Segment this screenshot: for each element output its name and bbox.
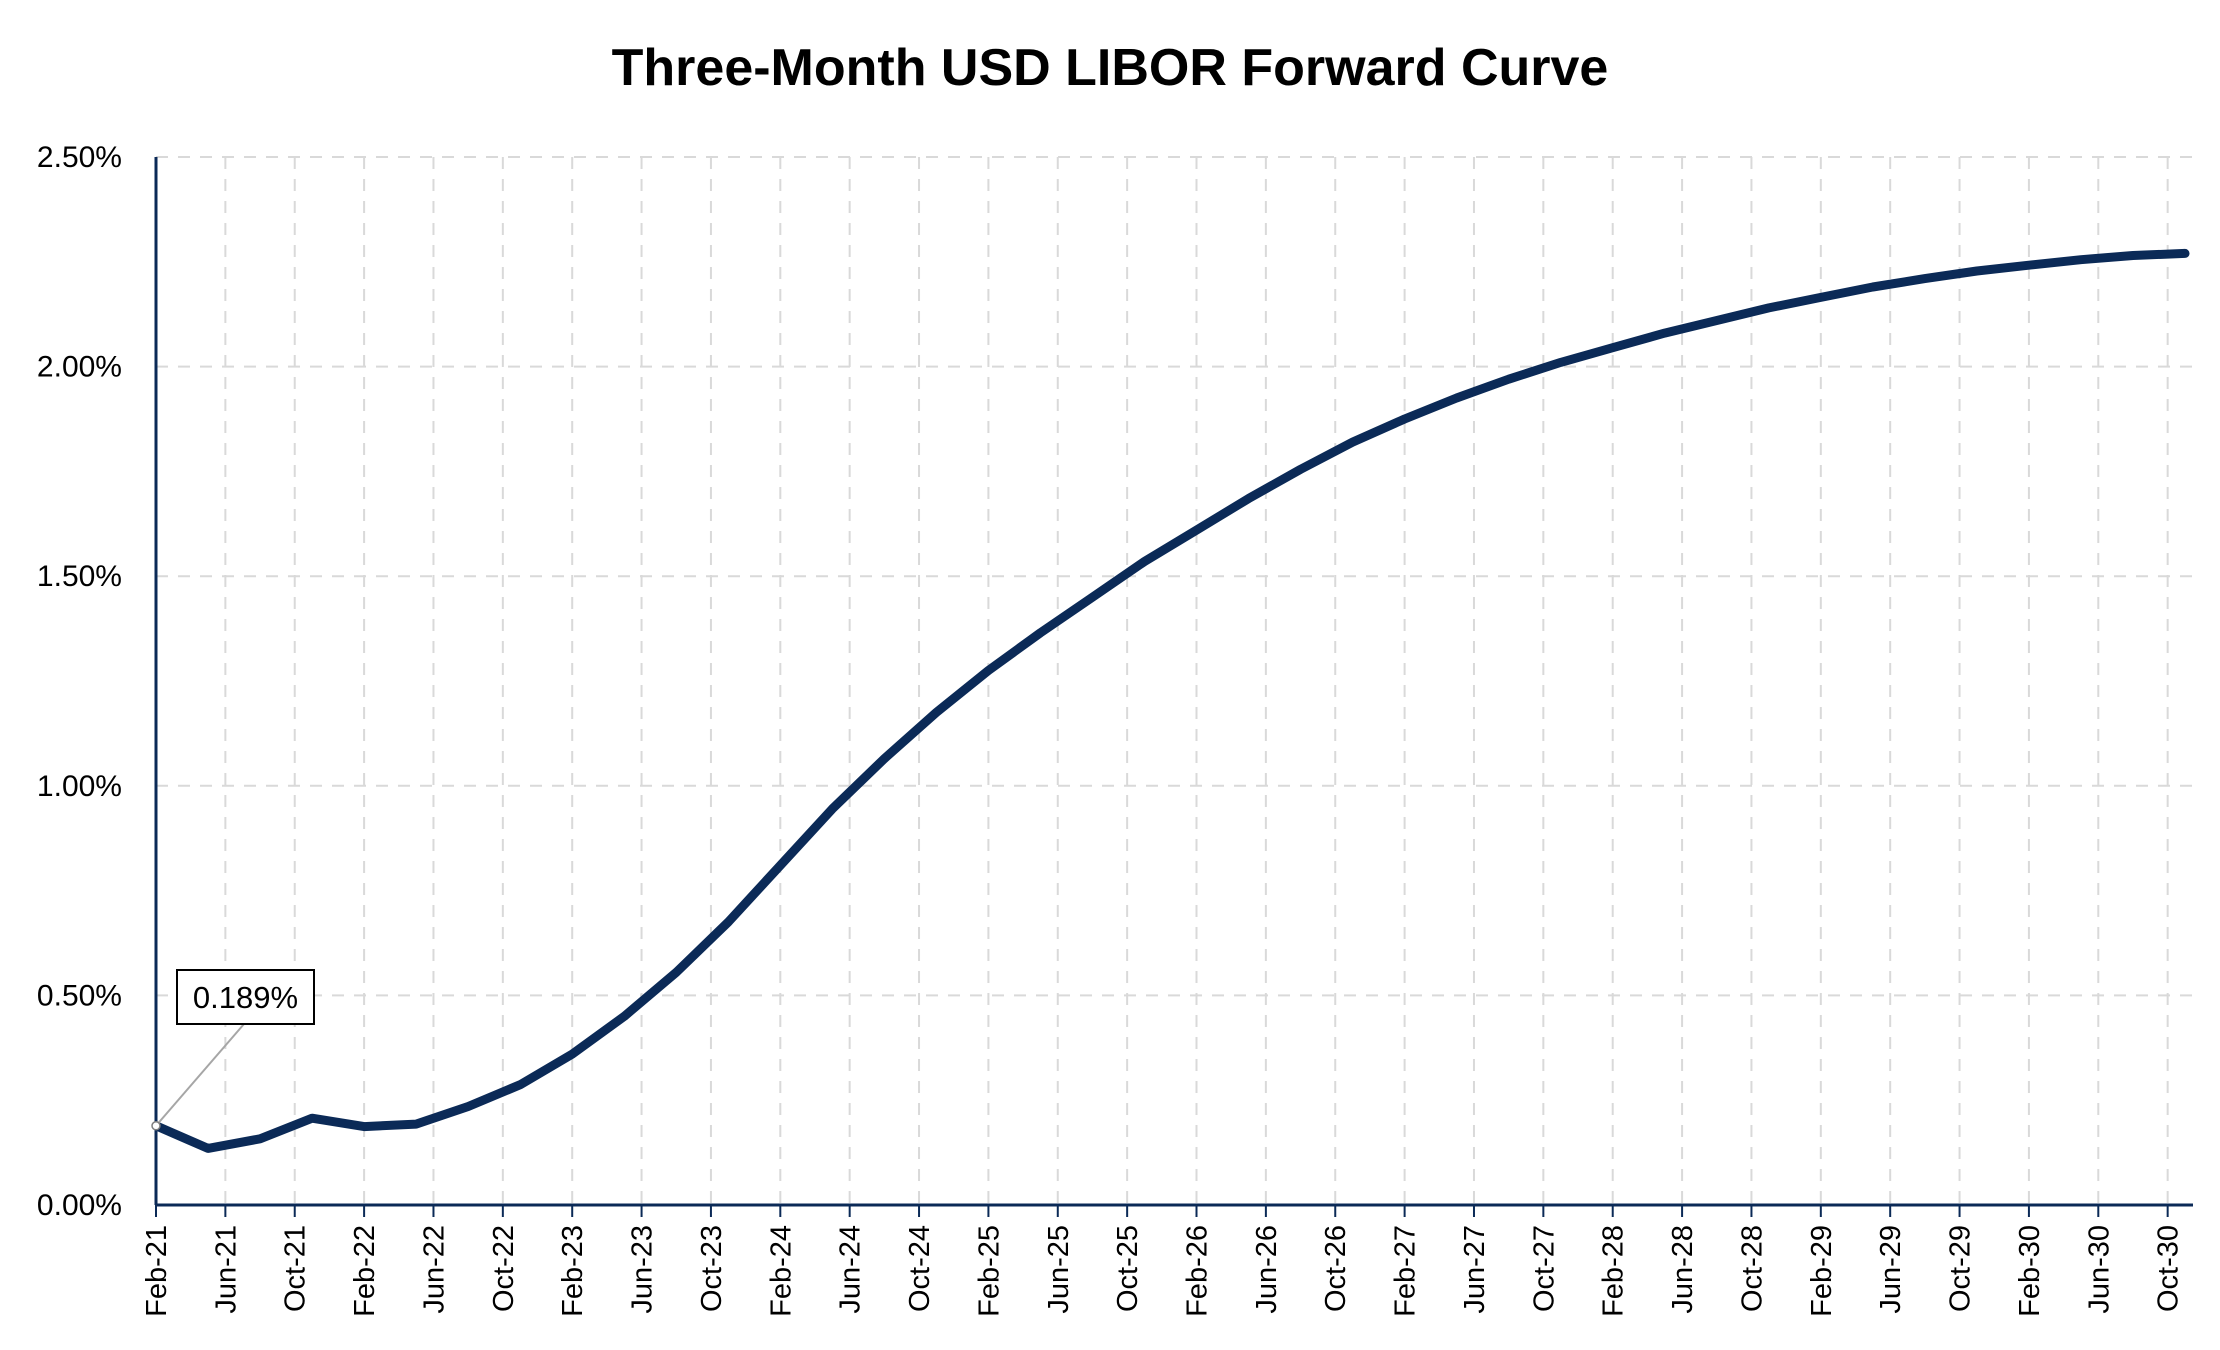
x-tick-label: Oct-27 [1528, 1225, 1560, 1312]
x-tick-label: Feb-27 [1390, 1225, 1422, 1317]
x-tick-label: Oct-26 [1320, 1225, 1352, 1312]
x-tick-label: Feb-29 [1806, 1225, 1838, 1317]
callout-label: 0.189% [193, 980, 298, 1015]
y-tick-label: 0.50% [37, 979, 122, 1012]
x-tick-label: Oct-30 [2153, 1225, 2185, 1312]
x-tick-label: Oct-28 [1736, 1225, 1768, 1312]
chart-title: Three-Month USD LIBOR Forward Curve [611, 39, 1609, 97]
callout-box [176, 969, 315, 1025]
x-tick-label: Feb-25 [973, 1225, 1005, 1317]
x-tick-label: Jun-25 [1043, 1225, 1075, 1314]
y-tick-label: 2.00% [37, 351, 122, 384]
y-tick-label: 1.00% [37, 770, 122, 803]
y-tick-label: 2.50% [37, 141, 122, 174]
y-axis-ticks: 0.00% 0.50% 1.00% 1.50% 2.00% 2.50% [37, 141, 122, 1222]
x-tick-label: Jun-23 [627, 1225, 659, 1314]
x-tick-label: Oct-25 [1112, 1225, 1144, 1312]
annotation-layer: 0.189% [151, 969, 315, 1131]
forward-curve-line [151, 248, 2190, 1153]
x-tick-label: Jun-21 [210, 1225, 242, 1314]
y-tick-label: 0.00% [37, 1189, 122, 1222]
x-tick-label: Oct-29 [1945, 1225, 1977, 1312]
x-tick-label: Jun-29 [1875, 1225, 1907, 1314]
x-tick-label: Feb-22 [349, 1225, 381, 1317]
x-tick-label: Feb-26 [1182, 1225, 1214, 1317]
x-tick-label: Jun-22 [418, 1225, 450, 1314]
x-axis-ticks: Feb-21 Jun-21 Oct-21 Feb-22 Jun-22 Oct-22 Feb-… [141, 1225, 2185, 1317]
x-tick-label: Feb-28 [1598, 1225, 1630, 1317]
x-tick-label: Oct-21 [280, 1225, 312, 1312]
callout-anchor-dot [151, 1121, 161, 1131]
x-tick-label: Oct-24 [904, 1225, 936, 1312]
x-tick-label: Feb-21 [141, 1225, 173, 1317]
x-tick-label: Jun-26 [1251, 1225, 1283, 1314]
x-tick-label: Jun-30 [2083, 1225, 2115, 1314]
callout-leader-line [155, 1023, 245, 1127]
y-tick-label: 1.50% [37, 560, 122, 593]
x-tick-label: Jun-24 [835, 1225, 867, 1314]
x-tick-label: Jun-27 [1459, 1225, 1491, 1314]
gridlines [156, 156, 2193, 1205]
x-tick-label: Jun-28 [1667, 1225, 1699, 1314]
x-tick-label: Feb-23 [557, 1225, 589, 1317]
x-tick-label: Oct-22 [488, 1225, 520, 1312]
x-tick-label: Oct-23 [696, 1225, 728, 1312]
axes [154, 157, 2193, 1217]
x-tick-label: Feb-24 [765, 1225, 797, 1317]
x-tick-label: Feb-30 [2014, 1225, 2046, 1317]
series-layer [151, 248, 2190, 1153]
